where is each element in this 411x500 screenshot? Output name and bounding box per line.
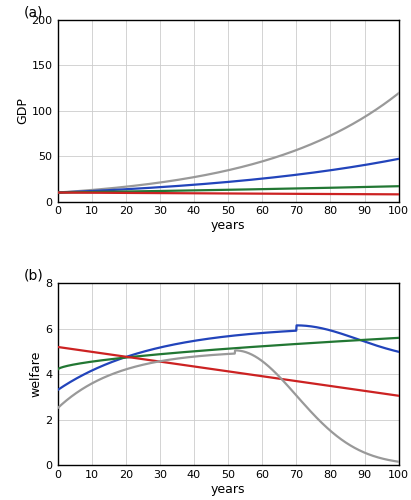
X-axis label: years: years bbox=[211, 482, 245, 496]
Y-axis label: welfare: welfare bbox=[30, 351, 43, 398]
X-axis label: years: years bbox=[211, 220, 245, 232]
Y-axis label: GDP: GDP bbox=[16, 98, 29, 124]
Text: (a): (a) bbox=[23, 6, 43, 20]
Text: (b): (b) bbox=[23, 269, 43, 283]
